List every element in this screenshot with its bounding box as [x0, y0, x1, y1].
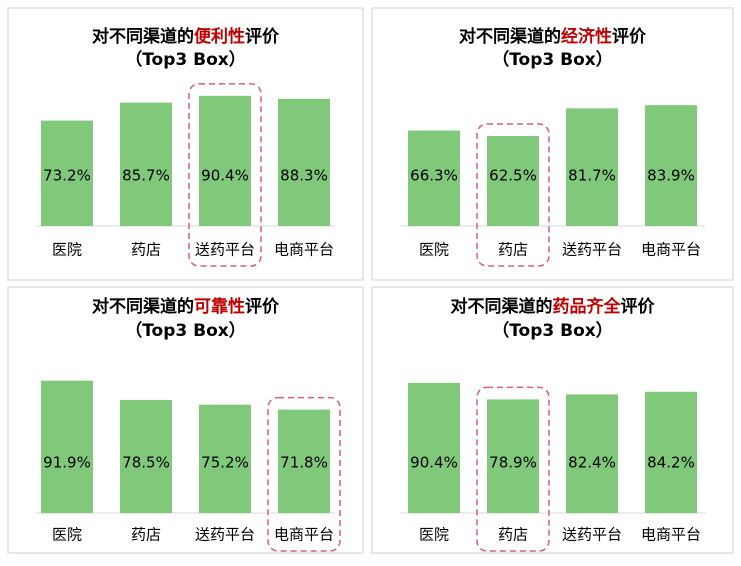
- chart-title: 对不同渠道的药品齐全评价: [451, 296, 656, 317]
- chart-panel: 对不同渠道的经济性评价（Top3 Box） 66.3% 医院 62.5% 药店 81.7%…: [371, 7, 734, 281]
- bar: [645, 391, 697, 513]
- title-text: 评价: [245, 27, 280, 47]
- x-tick-label: 电商平台: [274, 526, 334, 544]
- chart-subtitle: （Top3 Box）: [492, 49, 613, 70]
- highlight-box: [476, 386, 550, 552]
- x-tick-label: 医院: [419, 526, 449, 544]
- value-label: 90.4%: [410, 454, 458, 472]
- value-label: 91.9%: [43, 454, 91, 472]
- bar: [41, 120, 93, 226]
- bar: [408, 130, 460, 226]
- title-text: 评价: [612, 27, 647, 47]
- chart-subtitle: （Top3 Box）: [125, 49, 246, 70]
- x-tick-label: 药店: [498, 241, 528, 259]
- value-label: 75.2%: [201, 454, 249, 472]
- highlight-box: [267, 396, 341, 552]
- x-tick-label: 医院: [52, 241, 82, 259]
- value-label: 78.9%: [489, 454, 537, 472]
- bar: [566, 394, 618, 513]
- value-label: 81.7%: [568, 167, 616, 185]
- bar: [120, 102, 172, 226]
- x-tick-label: 送药平台: [195, 241, 255, 259]
- value-label: 71.8%: [280, 454, 328, 472]
- value-label: 90.4%: [201, 167, 249, 185]
- x-tick-label: 药店: [498, 526, 528, 544]
- title-text: 对不同渠道的: [92, 296, 194, 317]
- bar: [199, 95, 251, 226]
- chart-panel: 对不同渠道的药品齐全评价 （Top3 Box） 90.4% 医院 78.9% 药店 82.4…: [371, 286, 734, 554]
- value-label: 82.4%: [568, 454, 616, 472]
- highlight-box: [476, 123, 550, 267]
- x-tick-label: 药店: [131, 526, 161, 544]
- bar: [566, 108, 618, 226]
- value-label: 85.7%: [122, 167, 170, 185]
- bar: [487, 399, 539, 513]
- bar: [41, 380, 93, 513]
- x-tick-label: 电商平台: [641, 526, 701, 544]
- x-tick-label: 电商平台: [274, 241, 334, 259]
- chart-title: 对不同渠道的便利性评价: [92, 26, 280, 47]
- bar: [408, 382, 460, 513]
- value-label: 88.3%: [280, 167, 328, 185]
- x-tick-label: 医院: [52, 526, 82, 544]
- title-text: 评价: [621, 297, 656, 317]
- bar: [645, 105, 697, 226]
- value-label: 73.2%: [43, 167, 91, 185]
- bar: [487, 136, 539, 226]
- bar: [278, 409, 330, 513]
- title-text: 对不同渠道的: [459, 26, 561, 47]
- x-tick-label: 送药平台: [562, 241, 622, 259]
- title-emphasis: 药品齐全: [553, 296, 622, 317]
- x-tick-label: 电商平台: [641, 241, 701, 259]
- value-label: 83.9%: [647, 167, 695, 185]
- chart-title: 对不同渠道的经济性评价: [459, 26, 647, 47]
- chart-subtitle: （Top3 Box）: [492, 320, 613, 341]
- bar: [278, 98, 330, 226]
- title-text: 对不同渠道的: [451, 296, 553, 317]
- title-text: 对不同渠道的: [92, 26, 194, 47]
- value-label: 62.5%: [489, 167, 537, 185]
- bar: [120, 399, 172, 513]
- chart-subtitle: （Top3 Box）: [125, 320, 246, 341]
- x-tick-label: 送药平台: [195, 526, 255, 544]
- x-tick-label: 送药平台: [562, 526, 622, 544]
- chart-panel: 对不同渠道的便利性评价（Top3 Box） 73.2% 医院 85.7% 药店 90.4%…: [7, 7, 364, 281]
- title-text: 评价: [245, 297, 280, 317]
- title-emphasis: 便利性: [194, 26, 245, 47]
- x-tick-label: 药店: [131, 241, 161, 259]
- title-emphasis: 经济性: [561, 26, 612, 47]
- x-tick-label: 医院: [419, 241, 449, 259]
- value-label: 66.3%: [410, 167, 458, 185]
- chart-title: 对不同渠道的可靠性评价: [92, 296, 280, 317]
- chart-panel: 对不同渠道的可靠性评价 （Top3 Box） 91.9% 医院 78.5% 药店 75.2%…: [7, 286, 364, 554]
- highlight-box: [188, 83, 262, 267]
- bar: [199, 404, 251, 513]
- value-label: 84.2%: [647, 454, 695, 472]
- title-emphasis: 可靠性: [194, 296, 245, 317]
- value-label: 78.5%: [122, 454, 170, 472]
